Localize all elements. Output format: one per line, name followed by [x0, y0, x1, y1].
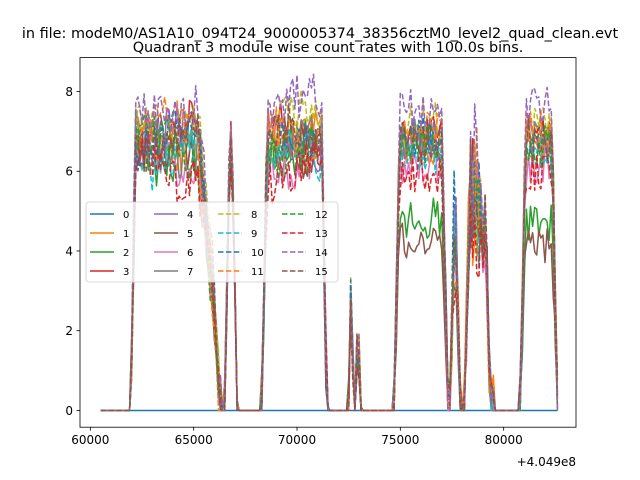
figure-suptitle: in file: modeM0/AS1A10_094T24_9000005374… — [22, 26, 619, 42]
legend-frame — [85, 201, 339, 283]
legend-label-0: 0 — [123, 210, 129, 221]
y-tick-label: 4 — [65, 244, 73, 258]
legend-label-10: 10 — [251, 248, 264, 259]
legend-label-14: 14 — [315, 248, 328, 259]
y-tick-label: 6 — [65, 165, 73, 179]
y-tick-label: 0 — [65, 404, 73, 418]
x-tick-label: 75000 — [381, 433, 419, 447]
series-layer — [100, 73, 559, 412]
legend-label-12: 12 — [315, 210, 328, 221]
axes-frame — [79, 57, 577, 428]
legend-label-5: 5 — [187, 229, 193, 240]
legend-label-8: 8 — [251, 210, 257, 221]
legend-label-9: 9 — [251, 229, 257, 240]
x-tick-label: 65000 — [175, 433, 213, 447]
x-tick-label: 60000 — [71, 433, 109, 447]
chart-title: Quadrant 3 module wise count rates with … — [133, 40, 524, 56]
x-axis: 60000 65000 70000 75000 80000 — [71, 427, 523, 447]
y-tick-label: 2 — [65, 324, 73, 338]
legend-label-11: 11 — [251, 267, 264, 278]
legend-label-15: 15 — [315, 267, 328, 278]
legend-label-4: 4 — [187, 210, 193, 221]
x-offset-label: +4.049e8 — [517, 455, 576, 469]
legend-label-2: 2 — [123, 248, 129, 259]
legend-label-3: 3 — [123, 267, 129, 278]
x-tick-label: 70000 — [278, 433, 316, 447]
legend-label-13: 13 — [315, 229, 328, 240]
y-tick-label: 8 — [65, 85, 73, 99]
legend-label-7: 7 — [187, 267, 193, 278]
series-line-14 — [100, 73, 559, 412]
series-line-15 — [100, 104, 559, 412]
y-axis: 0 2 4 6 8 — [65, 85, 80, 418]
legend-label-1: 1 — [123, 229, 129, 240]
x-tick-label: 80000 — [485, 433, 523, 447]
legend-label-6: 6 — [187, 248, 193, 259]
